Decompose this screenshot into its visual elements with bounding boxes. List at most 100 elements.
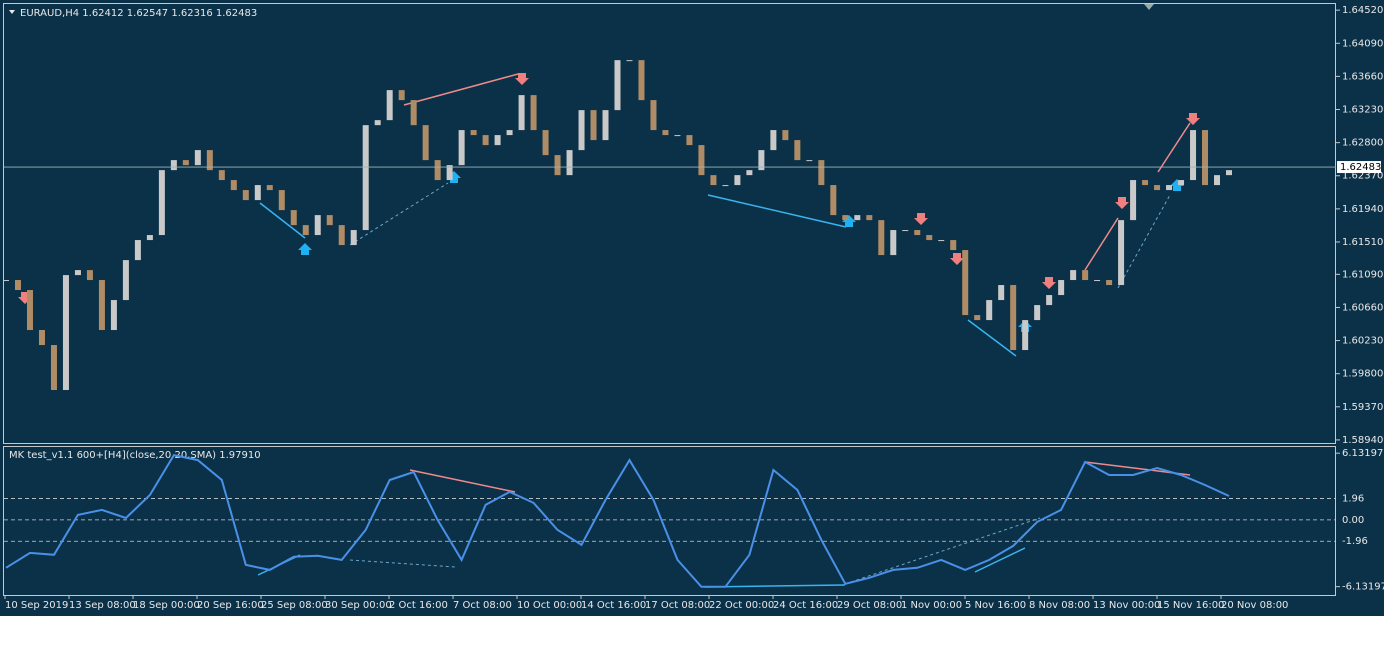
candle: [470, 130, 477, 136]
candle: [566, 150, 573, 176]
candle: [782, 130, 789, 141]
candle: [530, 95, 537, 131]
candle: [638, 60, 645, 101]
candle: [842, 215, 849, 221]
candle: [434, 160, 441, 181]
candle: [398, 90, 405, 101]
x-tick-label: 8 Nov 08:00: [1029, 600, 1090, 611]
y-tick-label: 1.62800: [1342, 138, 1383, 149]
y-tick-label: 1.63230: [1342, 105, 1383, 116]
y-tick-label: 1.63660: [1342, 71, 1383, 82]
candle: [974, 315, 981, 321]
candle: [446, 165, 453, 181]
candle: [890, 230, 897, 256]
y-tick-label: 1.64520: [1342, 5, 1383, 16]
x-tick-label: 13 Sep 08:00: [69, 600, 136, 611]
candle: [266, 185, 273, 191]
candle: [878, 220, 885, 256]
candle: [1058, 280, 1065, 296]
candle: [374, 120, 381, 126]
candle: [686, 135, 693, 146]
candle: [926, 235, 933, 241]
x-tick-label: 14 Oct 16:00: [581, 600, 646, 611]
candle: [38, 330, 45, 346]
x-tick-label: 13 Nov 00:00: [1093, 600, 1160, 611]
candle: [314, 215, 321, 236]
candle: [746, 170, 753, 176]
y-tick-label: 1.58940: [1342, 435, 1383, 446]
indicator-title: MK test_v1.1 600+[H4](close,20,20,SMA) 1…: [9, 450, 261, 461]
x-tick-label: 29 Oct 08:00: [837, 600, 902, 611]
candle: [710, 175, 717, 186]
candle: [1154, 185, 1161, 191]
candle: [1142, 180, 1149, 186]
candle: [122, 260, 129, 301]
candle: [14, 280, 21, 291]
candle: [902, 230, 909, 232]
candle: [1130, 180, 1137, 221]
candle: [734, 175, 741, 186]
candle: [410, 100, 417, 126]
candle: [1214, 175, 1221, 186]
main-frame: [3, 3, 1336, 444]
candle: [158, 170, 165, 236]
candle: [482, 135, 489, 146]
candle: [182, 160, 189, 166]
candle: [98, 280, 105, 331]
candle: [1106, 280, 1113, 286]
candle: [518, 95, 525, 131]
candle: [1094, 280, 1101, 282]
candle: [1070, 270, 1077, 281]
candle: [230, 180, 237, 191]
x-tick-label: 1 Nov 00:00: [901, 600, 962, 611]
candle: [254, 185, 261, 201]
candle: [326, 215, 333, 226]
candle: [386, 90, 393, 121]
candle: [422, 125, 429, 161]
candle: [614, 60, 621, 111]
candle: [1022, 320, 1029, 351]
candle: [206, 150, 213, 171]
x-tick-label: 18 Sep 00:00: [133, 600, 200, 611]
candle: [962, 250, 969, 316]
last-price-label: 1.62483: [1340, 162, 1381, 173]
candle: [950, 240, 957, 251]
candle: [986, 300, 993, 321]
indicator-frame: [3, 446, 1336, 596]
y-tick-label: 1.59800: [1342, 369, 1383, 380]
x-tick-label: 2 Oct 16:00: [389, 600, 448, 611]
y-tick-label: 6.13197: [1342, 448, 1383, 459]
candle: [506, 130, 513, 136]
x-tick-label: 10 Sep 2019: [5, 600, 68, 611]
candle: [1010, 285, 1017, 351]
candle: [350, 230, 357, 246]
x-tick-label: 20 Nov 08:00: [1221, 600, 1288, 611]
candle: [758, 150, 765, 171]
candle: [542, 130, 549, 156]
candle: [338, 225, 345, 246]
candle: [170, 160, 177, 171]
candle: [1034, 305, 1041, 321]
candle: [494, 135, 501, 146]
candle: [770, 130, 777, 151]
candle: [302, 225, 309, 236]
x-tick-label: 5 Nov 16:00: [965, 600, 1026, 611]
y-tick-label: -6.13197: [1342, 582, 1384, 593]
candle: [1046, 295, 1053, 306]
y-tick-label: 1.60660: [1342, 302, 1383, 313]
candle: [3, 280, 9, 282]
candle: [794, 140, 801, 161]
candle: [830, 185, 837, 216]
candle: [50, 345, 57, 391]
candle: [1178, 180, 1185, 186]
y-tick-label: 1.64090: [1342, 38, 1383, 49]
candle: [62, 275, 69, 391]
candle: [1118, 220, 1125, 286]
candle: [626, 60, 633, 62]
candle: [722, 185, 729, 187]
x-tick-label: 20 Sep 16:00: [197, 600, 264, 611]
y-tick-label: 1.61940: [1342, 204, 1383, 215]
y-tick-label: 1.96: [1342, 494, 1364, 505]
x-tick-label: 15 Nov 16:00: [1157, 600, 1224, 611]
